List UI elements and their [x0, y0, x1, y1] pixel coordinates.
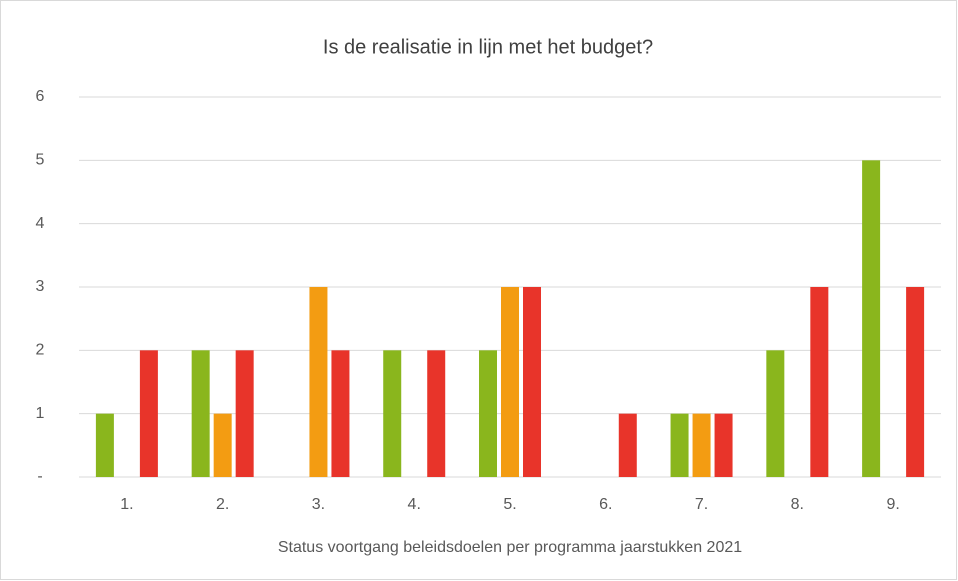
x-tick-label: 3.: [312, 496, 325, 513]
bar: [810, 287, 829, 477]
x-tick-label: 1.: [120, 496, 133, 513]
x-tick-label: 7.: [695, 496, 708, 513]
y-tick-label: -: [37, 468, 42, 485]
y-tick-label: 2: [36, 342, 45, 359]
x-tick-label: 9.: [886, 496, 899, 513]
bar: [235, 350, 254, 477]
bar: [213, 413, 232, 477]
bar: [501, 287, 519, 477]
y-tick-label: 1: [36, 405, 45, 422]
bar: [906, 287, 925, 477]
bar: [95, 413, 114, 477]
bar: [331, 350, 350, 477]
x-tick-label: 4.: [408, 496, 421, 513]
bar: [309, 287, 328, 477]
bar: [862, 160, 881, 478]
bar: [766, 350, 785, 477]
x-tick-label: 8.: [791, 496, 804, 513]
bar: [383, 350, 402, 477]
bar: [139, 350, 158, 477]
y-tick-label: 3: [36, 278, 45, 295]
y-tick-label: 5: [36, 152, 45, 169]
bar: [479, 350, 497, 477]
bar: [670, 413, 689, 477]
x-tick-label: 2.: [216, 496, 229, 513]
bar: [191, 350, 210, 477]
bar: [714, 413, 733, 477]
x-tick-label: 5.: [503, 496, 516, 513]
x-tick-label: 6.: [599, 496, 612, 513]
bar: [523, 287, 541, 477]
chart-title: Is de realisatie in lijn met het budget?: [323, 36, 653, 58]
x-axis-label: Status voortgang beleidsdoelen per progr…: [278, 539, 742, 556]
bar: [692, 413, 711, 477]
bar: [427, 350, 446, 477]
y-tick-label: 4: [36, 215, 45, 232]
bar: [618, 413, 637, 477]
y-tick-label: 6: [36, 88, 45, 105]
